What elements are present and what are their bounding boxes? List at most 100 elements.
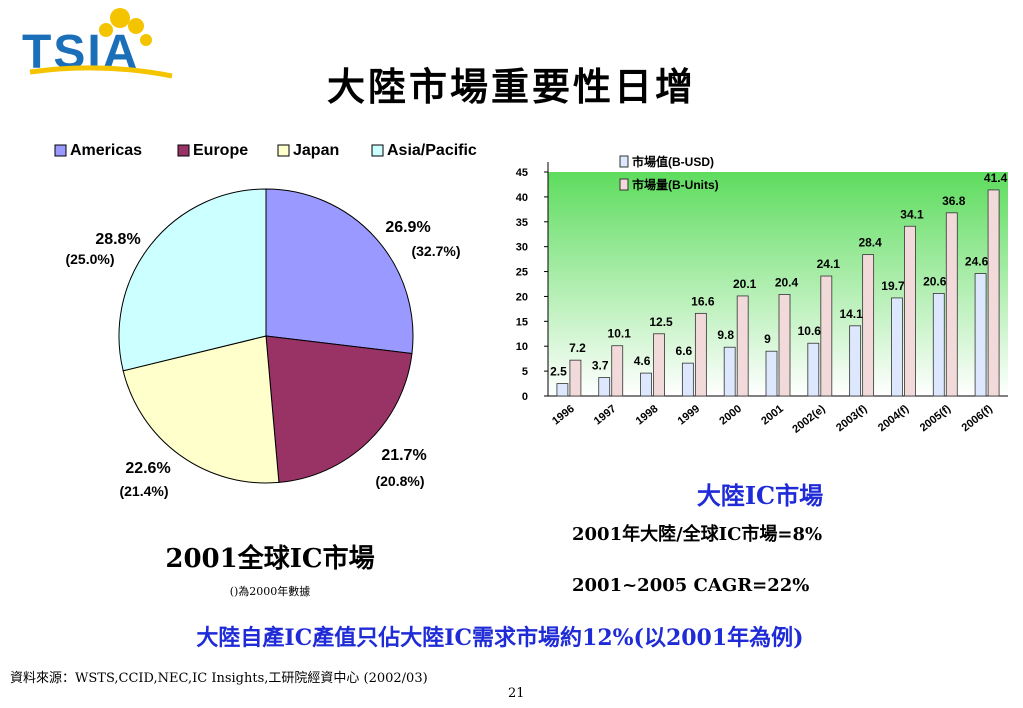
bar-legend: 市場值(B-USD) 市場量(B-Units) — [619, 154, 719, 192]
pie-legend-label: Europe — [193, 142, 248, 159]
logo-swoosh-icon — [29, 65, 173, 79]
bar-volume — [820, 275, 833, 397]
pie-legend-swatch — [277, 144, 290, 157]
page-title: 大陸市場重要性日增 — [326, 64, 696, 109]
pie-slice-europe — [265, 335, 413, 483]
tsia-logo: TSIA — [22, 8, 173, 79]
x-tick-label: 2000 — [717, 403, 744, 428]
x-tick-label: 2004(f) — [876, 403, 912, 434]
y-tick-label: 20 — [516, 291, 528, 303]
bar-data-label: 10.1 — [608, 327, 632, 341]
y-tick-label: 30 — [516, 242, 528, 254]
pie-slice-asia-pacific — [118, 188, 267, 372]
pie-value-label: 28.8% — [95, 231, 140, 248]
pie-value-label-2000: (32.7%) — [411, 243, 460, 259]
y-tick-label: 40 — [516, 192, 528, 204]
bar-value — [891, 297, 903, 397]
pie-legend-swatch — [371, 144, 384, 157]
y-tick-label: 10 — [516, 341, 528, 353]
page-number: 21 — [508, 686, 525, 701]
bar-data-label: 3.7 — [592, 359, 609, 373]
bottom-statement: 大陸自產IC產值只佔大陸IC需求市場約12%(以2001年為例) — [196, 625, 804, 651]
bar-caption: 大陸IC市場 — [696, 481, 824, 510]
bar-data-label: 24.1 — [817, 257, 841, 271]
x-tick-label: 1996 — [550, 403, 577, 428]
bar-value — [681, 362, 694, 397]
source-note: 資料來源：WSTS,CCID,NEC,IC Insights,工研院經資中心 (… — [10, 671, 428, 686]
x-tick-label: 2005(f) — [918, 403, 954, 434]
bar-value — [723, 346, 736, 397]
bar-volume — [945, 212, 958, 397]
bar-data-label: 14.1 — [839, 307, 863, 321]
x-tick-label: 2006(f) — [960, 403, 996, 434]
bar-value — [932, 293, 945, 397]
bar-bars: 2.57.2 3.7 10.14.6 12.5 6.6 16.6 9.8 20.1 9 20.4 1… — [550, 171, 1008, 397]
bar-volume — [904, 225, 916, 397]
pie-value-label-2000: (20.8%) — [375, 473, 424, 489]
x-tick-label: 2001 — [759, 403, 786, 428]
bar-value — [598, 377, 611, 397]
logo-sun-icon — [99, 8, 152, 46]
share-stat: 2001年大陸/全球IC市場=8% — [572, 524, 823, 545]
bar-value — [556, 383, 569, 397]
x-tick-label: 1998 — [634, 403, 661, 428]
plot-background — [548, 172, 1008, 396]
bar-volume — [653, 333, 665, 397]
bar-data-label: 41.4 — [984, 171, 1008, 185]
bar-value — [640, 372, 652, 397]
y-tick-label: 35 — [516, 217, 528, 229]
pie-value-label-2000: (25.0%) — [65, 251, 114, 267]
x-tick-label: 2003(f) — [834, 403, 870, 434]
bar-volume — [569, 359, 582, 397]
bar-volume — [736, 295, 749, 397]
y-tick-label: 25 — [516, 267, 528, 279]
bar-data-label: 10.6 — [798, 324, 822, 338]
pie-caption: 2001全球IC市場 — [165, 544, 375, 574]
world-ic-market-pie-chart: Americas Europe Japan Asia/Pacific 26.9% (32… — [54, 142, 477, 499]
bar-data-label: 16.6 — [691, 294, 715, 308]
bar-volume — [987, 189, 1000, 397]
bar-data-label: 28.4 — [858, 236, 882, 250]
bar-legend-swatch — [619, 178, 629, 191]
bar-value — [974, 273, 987, 397]
pie-legend-swatch — [54, 144, 67, 157]
x-tick-label: 2002(e) — [790, 403, 828, 436]
x-tick-label: 1997 — [592, 403, 619, 428]
pie-legend: Americas Europe Japan Asia/Pacific — [54, 142, 477, 159]
bar-volume — [862, 254, 875, 397]
bar-data-label: 34.1 — [900, 207, 924, 221]
pie-value-label: 21.7% — [381, 447, 426, 464]
bar-volume — [694, 312, 707, 397]
bar-volume — [611, 345, 624, 397]
bar-data-label: 9.8 — [717, 328, 734, 342]
bar-data-label: 24.6 — [965, 255, 989, 269]
bar-data-label: 4.6 — [634, 354, 651, 368]
bar-legend-label: 市場值(B-USD) — [632, 154, 714, 169]
bar-volume — [778, 294, 791, 397]
bar-legend-swatch — [619, 155, 629, 168]
china-ic-market-bar-chart: 0 5 10 15 20 25 30 35 40 45 1996 1997 1998 1999 2000 20… — [516, 154, 1008, 436]
bar-data-label: 9 — [764, 332, 771, 346]
pie-legend-label: Japan — [293, 142, 339, 159]
y-tick-label: 0 — [522, 391, 528, 403]
bar-data-label: 2.5 — [550, 365, 567, 379]
bar-value — [765, 350, 778, 397]
bar-data-label: 36.8 — [942, 194, 966, 208]
bar-data-label: 12.5 — [649, 315, 673, 329]
cagr-stat: 2001~2005 CAGR=22% — [572, 575, 810, 596]
bar-data-label: 20.6 — [923, 274, 947, 288]
bar-data-label: 7.2 — [569, 341, 586, 355]
pie-value-label-2000: (21.4%) — [119, 483, 168, 499]
bar-data-label: 20.1 — [733, 277, 757, 291]
pie-slice-japan — [122, 335, 280, 484]
pie-labels: 26.9% (32.7%) 21.7% (20.8%) 22.6% (21.4%) 28.8… — [65, 219, 460, 499]
bar-value — [807, 342, 820, 397]
pie-value-label: 22.6% — [125, 460, 170, 477]
bar-legend-label: 市場量(B-Units) — [632, 177, 719, 192]
y-tick-label: 5 — [522, 366, 528, 378]
y-tick-label: 45 — [516, 167, 528, 179]
bar-data-label: 6.6 — [676, 344, 693, 358]
pie-slice-americas — [265, 188, 414, 355]
pie-slices — [118, 188, 414, 484]
pie-legend-swatch — [177, 144, 190, 157]
